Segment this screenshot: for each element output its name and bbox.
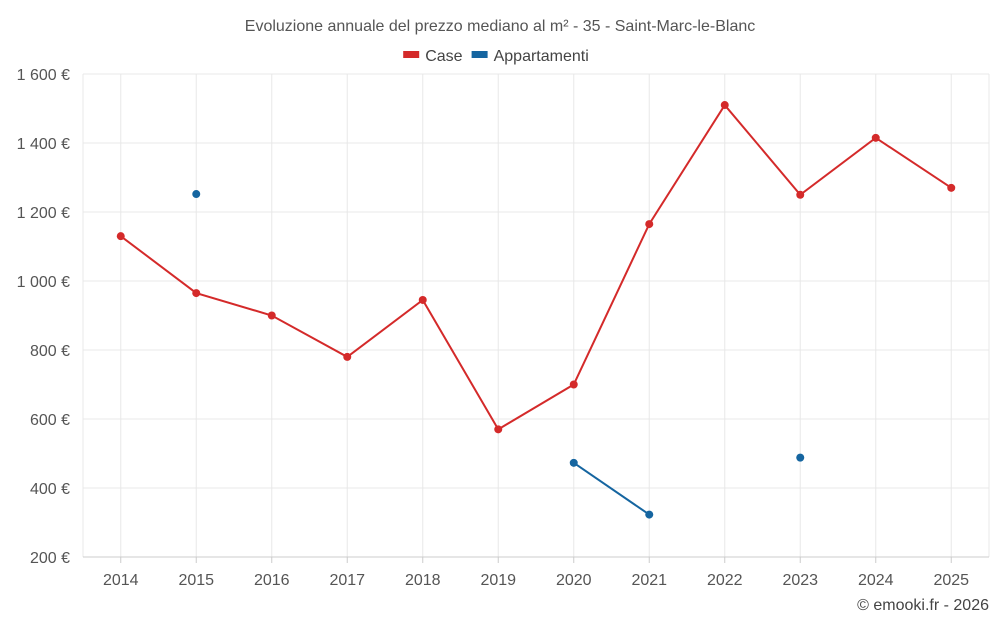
point-appartamenti-2023: [796, 453, 805, 462]
x-tick-label-2018: 2018: [405, 572, 441, 589]
y-axis-ticks: 200 € 400 € 600 € 800 € 1 000 € 1 200 € 1 400 …: [17, 67, 70, 567]
x-tick-label-2015: 2015: [178, 572, 214, 589]
point-appartamenti-2020: [569, 458, 578, 467]
y-tick-label-200: 200 €: [30, 550, 70, 567]
credit-text: © emooki.fr - 2026: [857, 597, 989, 614]
legend-swatch-appartamenti: [471, 51, 488, 58]
x-tick-label-2025: 2025: [933, 572, 969, 589]
x-grid: [82, 74, 990, 557]
x-tick-label-2014: 2014: [103, 572, 139, 589]
point-case-2025: [947, 183, 956, 192]
x-tick-label-2021: 2021: [631, 572, 667, 589]
series-case: [116, 101, 956, 434]
x-axis-ticks: 2014 2015 2016 2017 2018 2019 2020 2021 2022 2023…: [103, 557, 969, 589]
point-appartamenti-2015: [192, 190, 201, 199]
y-tick-label-1600: 1 600 €: [17, 67, 70, 84]
legend: Case Appartamenti: [403, 48, 589, 65]
legend-label-case: Case: [425, 48, 462, 65]
y-tick-label-800: 800 €: [30, 343, 70, 360]
legend-label-appartamenti: Appartamenti: [494, 48, 589, 65]
point-case-2020: [569, 380, 578, 389]
point-appartamenti-2021: [645, 510, 654, 519]
point-case-2017: [343, 352, 352, 361]
series-line-appartamenti-1: [573, 461, 650, 516]
y-tick-label-1400: 1 400 €: [17, 136, 70, 153]
legend-swatch-case: [403, 51, 420, 58]
x-tick-label-2023: 2023: [782, 572, 818, 589]
point-case-2018: [418, 295, 427, 304]
series-appartamenti: [192, 190, 805, 519]
point-case-2021: [645, 220, 654, 229]
y-grid: [83, 73, 989, 558]
point-case-2024: [871, 133, 880, 142]
y-tick-label-1200: 1 200 €: [17, 205, 70, 222]
x-tick-label-2016: 2016: [254, 572, 290, 589]
point-case-2019: [494, 425, 503, 434]
chart-title: Evoluzione annuale del prezzo mediano al…: [245, 18, 755, 35]
x-tick-label-2020: 2020: [556, 572, 592, 589]
x-tick-label-2017: 2017: [329, 572, 365, 589]
x-tick-label-2022: 2022: [707, 572, 743, 589]
point-case-2015: [192, 289, 201, 298]
series-layer: [116, 101, 956, 519]
point-case-2023: [796, 190, 805, 199]
y-tick-label-600: 600 €: [30, 412, 70, 429]
point-case-2022: [720, 101, 729, 110]
x-tick-label-2024: 2024: [858, 572, 894, 589]
series-line-case-0: [120, 103, 952, 431]
y-tick-label-1000: 1 000 €: [17, 274, 70, 291]
y-tick-label-400: 400 €: [30, 481, 70, 498]
point-case-2014: [116, 232, 125, 241]
point-case-2016: [267, 311, 276, 320]
x-tick-label-2019: 2019: [480, 572, 516, 589]
